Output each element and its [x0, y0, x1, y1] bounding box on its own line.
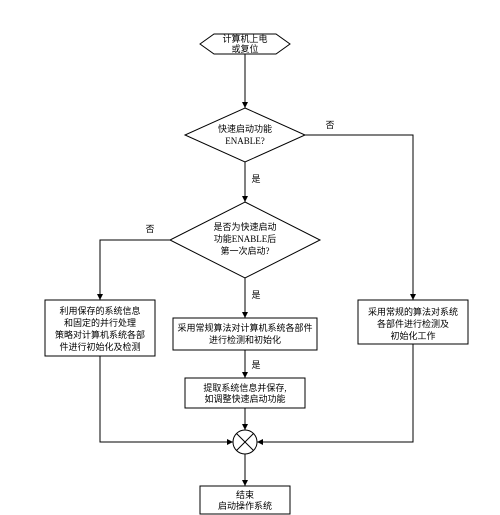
node-end: 结束 启动操作系统 [200, 486, 290, 514]
node-p-save: 提取系统信息并保存, 如调整快速启动功能 [185, 378, 305, 408]
node-merge [233, 430, 257, 454]
label-center-save: 是 [251, 360, 260, 370]
pright-line3: 初始化工作 [390, 330, 435, 341]
pcenter-line1: 采用常规算法对计算机系统各部件 [177, 322, 312, 333]
pleft-line4: 件进行初始化及检测 [59, 341, 140, 352]
pright-line1: 采用常规的算法对系统 [368, 306, 458, 317]
pleft-line1: 利用保存的系统信息 [59, 305, 140, 316]
node-start: 计算机上电 或复位 [200, 33, 290, 54]
start-line2: 或复位 [231, 43, 258, 54]
pleft-line3: 策略对计算机系统各部 [55, 329, 145, 340]
end-line1: 结束 [236, 489, 254, 500]
d2-line3: 第一次启动? [221, 245, 270, 256]
node-d2: 是否为快速启动 功能ENABLE后 第一次启动? [170, 202, 320, 278]
start-line1: 计算机上电 [222, 33, 267, 44]
d1-line2: ENABLE? [225, 136, 265, 146]
node-p-right: 采用常规的算法对系统 各部件进行检测及 初始化工作 [358, 300, 468, 344]
label-d1-yes: 是 [251, 174, 260, 184]
label-d1-no: 否 [325, 120, 334, 130]
pcenter-line2: 进行检测和初始化 [209, 334, 281, 345]
label-d2-no: 否 [145, 224, 154, 234]
node-p-left: 利用保存的系统信息 和固定的并行处理 策略对计算机系统各部 件进行初始化及检测 [45, 300, 155, 356]
d2-line1: 是否为快速启动 [213, 221, 276, 232]
d1-line1: 快速启动功能 [218, 123, 272, 134]
node-d1: 快速启动功能 ENABLE? [185, 108, 305, 162]
end-line2: 启动操作系统 [218, 500, 272, 511]
psave-line1: 提取系统信息并保存, [203, 382, 286, 393]
flowchart-canvas: 计算机上电 或复位 快速启动功能 ENABLE? 否 是 是否为快速启动 功能E… [0, 0, 500, 515]
psave-line2: 如调整快速启动功能 [204, 393, 285, 404]
d2-line2: 功能ENABLE后 [214, 233, 277, 244]
edge-d1-no [305, 135, 413, 300]
label-d2-yes: 是 [251, 290, 260, 300]
pright-line2: 各部件进行检测及 [377, 318, 449, 329]
pleft-line2: 和固定的并行处理 [64, 317, 136, 328]
node-p-center: 采用常规算法对计算机系统各部件 进行检测和初始化 [173, 318, 317, 350]
edge-d2-no [100, 240, 170, 300]
